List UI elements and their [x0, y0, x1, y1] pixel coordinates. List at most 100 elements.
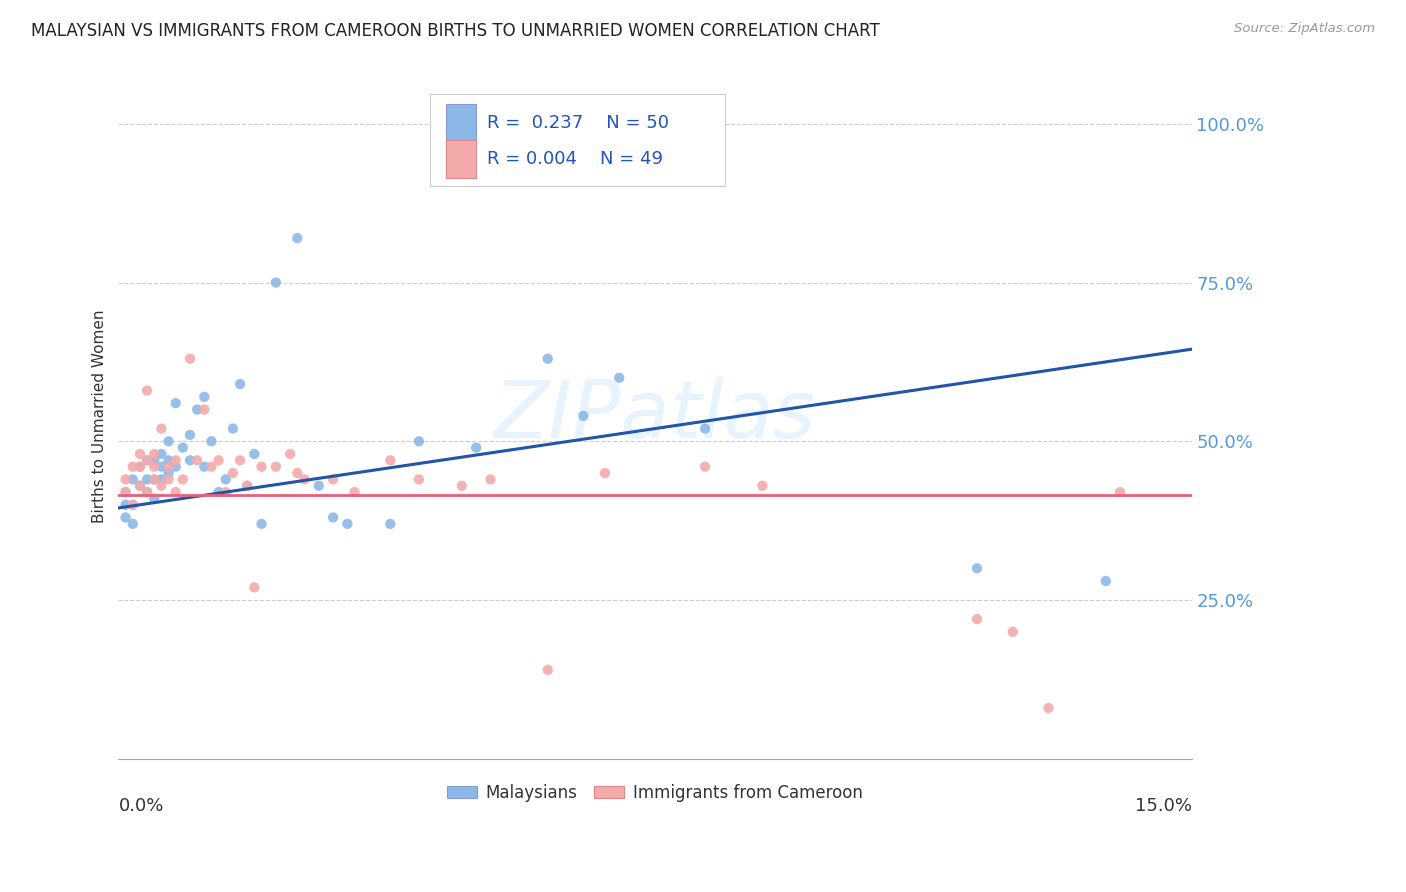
Point	[343, 485, 366, 500]
Point	[121, 498, 143, 512]
Point	[1038, 701, 1060, 715]
Point	[179, 351, 201, 366]
Point	[114, 498, 136, 512]
Point	[1094, 574, 1116, 588]
Point	[186, 402, 208, 417]
Point	[150, 447, 173, 461]
Point	[607, 371, 630, 385]
Point	[264, 276, 287, 290]
Point	[236, 479, 259, 493]
Legend: Malaysians, Immigrants from Cameroon: Malaysians, Immigrants from Cameroon	[441, 778, 869, 809]
Point	[380, 453, 402, 467]
Point	[136, 472, 159, 486]
Point	[537, 351, 560, 366]
Point	[229, 453, 252, 467]
Point	[193, 459, 215, 474]
Point	[150, 472, 173, 486]
Point	[294, 472, 316, 486]
Point	[129, 479, 152, 493]
Point	[136, 453, 159, 467]
Point	[121, 472, 143, 486]
Point	[537, 663, 560, 677]
Point	[222, 421, 245, 435]
Point	[966, 612, 988, 626]
Point	[157, 472, 180, 486]
Point	[222, 466, 245, 480]
Point	[129, 459, 152, 474]
Point	[450, 479, 472, 493]
Text: MALAYSIAN VS IMMIGRANTS FROM CAMEROON BIRTHS TO UNMARRIED WOMEN CORRELATION CHAR: MALAYSIAN VS IMMIGRANTS FROM CAMEROON BI…	[31, 22, 880, 40]
Point	[264, 459, 287, 474]
FancyBboxPatch shape	[446, 103, 475, 142]
Point	[215, 485, 238, 500]
Point	[465, 441, 488, 455]
Point	[121, 459, 143, 474]
Point	[243, 580, 266, 594]
Point	[136, 485, 159, 500]
Point	[165, 485, 187, 500]
Point	[380, 516, 402, 531]
Y-axis label: Births to Unmarried Women: Births to Unmarried Women	[93, 310, 107, 523]
Point	[165, 396, 187, 410]
Point	[186, 453, 208, 467]
Point	[143, 491, 166, 506]
Point	[136, 485, 159, 500]
Point	[229, 377, 252, 392]
Point	[165, 459, 187, 474]
Point	[207, 453, 229, 467]
Point	[966, 561, 988, 575]
Point	[143, 472, 166, 486]
Point	[143, 472, 166, 486]
Point	[322, 510, 344, 524]
FancyBboxPatch shape	[430, 94, 724, 186]
Point	[114, 485, 136, 500]
Point	[172, 441, 194, 455]
Point	[572, 409, 595, 423]
Point	[200, 459, 222, 474]
Point	[193, 402, 215, 417]
Point	[129, 447, 152, 461]
Text: R =  0.237    N = 50: R = 0.237 N = 50	[486, 113, 668, 132]
Point	[114, 472, 136, 486]
Point	[121, 516, 143, 531]
Point	[150, 421, 173, 435]
Point	[207, 485, 229, 500]
Point	[308, 479, 330, 493]
Point	[1109, 485, 1132, 500]
Point	[121, 498, 143, 512]
Point	[157, 466, 180, 480]
Point	[322, 472, 344, 486]
Point	[136, 453, 159, 467]
Point	[179, 453, 201, 467]
Point	[693, 459, 716, 474]
Point	[114, 510, 136, 524]
Point	[165, 453, 187, 467]
Point	[157, 459, 180, 474]
Point	[143, 447, 166, 461]
Text: R = 0.004    N = 49: R = 0.004 N = 49	[486, 150, 662, 168]
Point	[336, 516, 359, 531]
Point	[143, 453, 166, 467]
Point	[751, 479, 773, 493]
FancyBboxPatch shape	[446, 140, 475, 178]
Point	[129, 459, 152, 474]
Point	[143, 459, 166, 474]
Point	[285, 466, 308, 480]
Point	[250, 459, 273, 474]
Text: Source: ZipAtlas.com: Source: ZipAtlas.com	[1234, 22, 1375, 36]
Point	[157, 434, 180, 449]
Point	[243, 447, 266, 461]
Point	[215, 472, 238, 486]
Point	[114, 485, 136, 500]
Point	[193, 390, 215, 404]
Point	[693, 421, 716, 435]
Point	[157, 453, 180, 467]
Point	[150, 479, 173, 493]
Text: 0.0%: 0.0%	[118, 797, 165, 814]
Point	[150, 459, 173, 474]
Point	[408, 472, 430, 486]
Point	[136, 384, 159, 398]
Point	[236, 479, 259, 493]
Point	[408, 434, 430, 449]
Point	[250, 516, 273, 531]
